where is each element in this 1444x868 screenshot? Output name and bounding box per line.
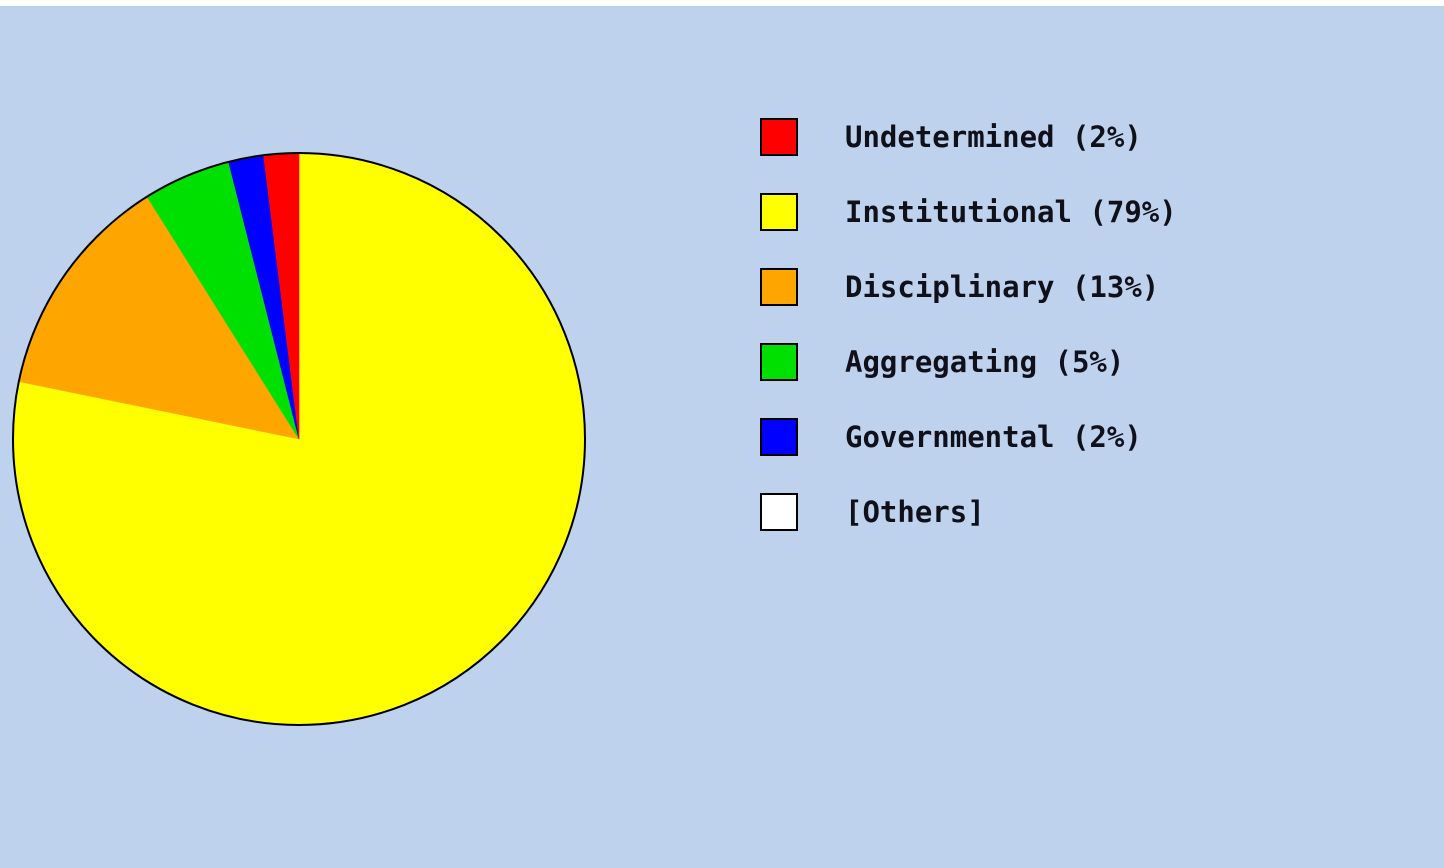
legend-item: Disciplinary (13%) [760, 268, 1177, 343]
legend-item: [Others] [760, 493, 1177, 568]
legend-swatch [760, 193, 798, 231]
pie-chart [12, 152, 586, 726]
legend-label: [Others] [845, 495, 985, 529]
pie-slices [12, 152, 586, 726]
legend-label: Undetermined (2%) [845, 120, 1142, 154]
legend-swatch [760, 493, 798, 531]
legend-item: Aggregating (5%) [760, 343, 1177, 418]
legend-swatch [760, 418, 798, 456]
legend-swatch [760, 343, 798, 381]
legend-swatch [760, 268, 798, 306]
pie-outline [12, 152, 586, 726]
legend-item: Undetermined (2%) [760, 118, 1177, 193]
legend-label: Disciplinary (13%) [845, 270, 1160, 304]
legend-item: Governmental (2%) [760, 418, 1177, 493]
chart-canvas: Undetermined (2%) Institutional (79%) Disc… [0, 6, 1444, 868]
chart-legend: Undetermined (2%) Institutional (79%) Disc… [760, 118, 1177, 568]
legend-swatch [760, 118, 798, 156]
legend-item: Institutional (79%) [760, 193, 1177, 268]
legend-label: Institutional (79%) [845, 195, 1177, 229]
legend-label: Governmental (2%) [845, 420, 1142, 454]
legend-label: Aggregating (5%) [845, 345, 1125, 379]
